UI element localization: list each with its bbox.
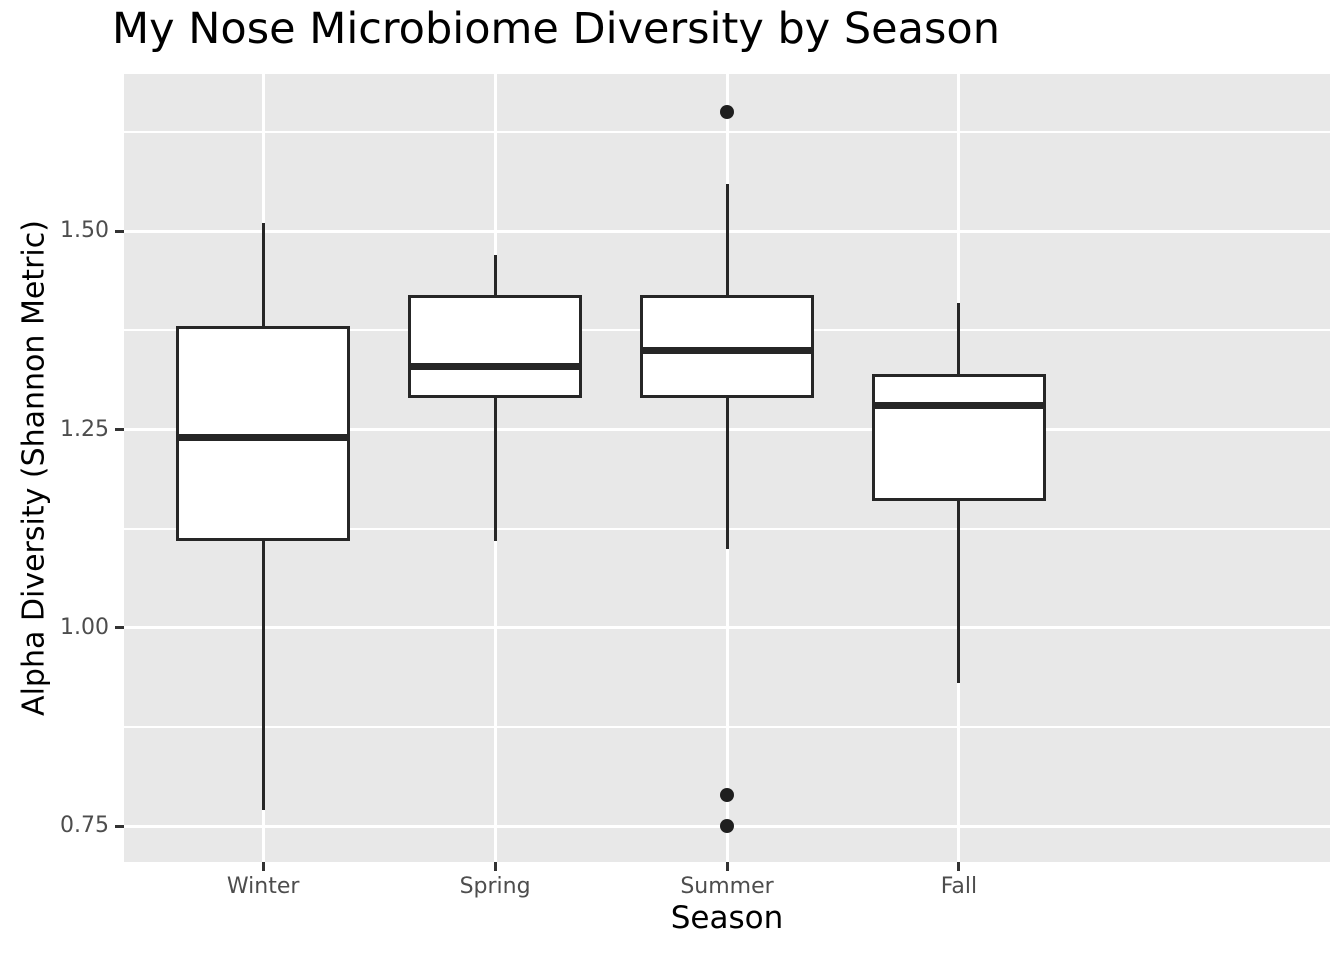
- lower-whisker-fall: [957, 500, 961, 684]
- upper-whisker-spring: [493, 254, 497, 295]
- box-winter: [176, 326, 351, 541]
- x-tick-mark: [957, 862, 961, 871]
- outlier-point-summer: [720, 819, 734, 834]
- upper-whisker-fall: [957, 302, 961, 374]
- x-tick-label-summer: Summer: [680, 874, 774, 899]
- chart-title: My Nose Microbiome Diversity by Season: [112, 4, 1000, 54]
- x-tick-mark: [493, 862, 497, 871]
- upper-whisker-summer: [725, 183, 729, 295]
- y-tick-mark: [115, 824, 124, 828]
- median-summer: [640, 346, 814, 354]
- x-tick-mark: [261, 862, 265, 871]
- y-axis-title: Alpha Diversity (Shannon Metric): [16, 220, 52, 716]
- y-tick-label: 1.25: [60, 416, 109, 442]
- x-tick-label-spring: Spring: [459, 874, 531, 899]
- y-tick-label: 1.00: [60, 614, 109, 640]
- outlier-point-summer: [720, 787, 734, 802]
- lower-whisker-summer: [725, 397, 729, 549]
- box-spring: [408, 294, 583, 398]
- y-tick-mark: [115, 428, 124, 431]
- y-tick-label: 1.50: [60, 218, 109, 244]
- x-tick-label-fall: Fall: [940, 874, 978, 899]
- median-spring: [408, 362, 583, 370]
- upper-whisker-winter: [261, 223, 265, 327]
- box-fall: [871, 373, 1046, 501]
- plot-panel: [124, 74, 1330, 862]
- y-tick-mark: [115, 229, 124, 233]
- outlier-point-summer: [720, 105, 734, 120]
- median-fall: [871, 402, 1046, 410]
- median-winter: [176, 433, 351, 441]
- lower-whisker-spring: [493, 397, 497, 541]
- x-axis-title: Season: [670, 900, 784, 936]
- lower-whisker-winter: [261, 540, 265, 811]
- x-tick-mark: [725, 862, 729, 871]
- y-tick-label: 0.75: [60, 813, 109, 839]
- box-summer: [640, 294, 814, 398]
- y-tick-mark: [115, 626, 124, 630]
- x-tick-label-winter: Winter: [226, 874, 300, 899]
